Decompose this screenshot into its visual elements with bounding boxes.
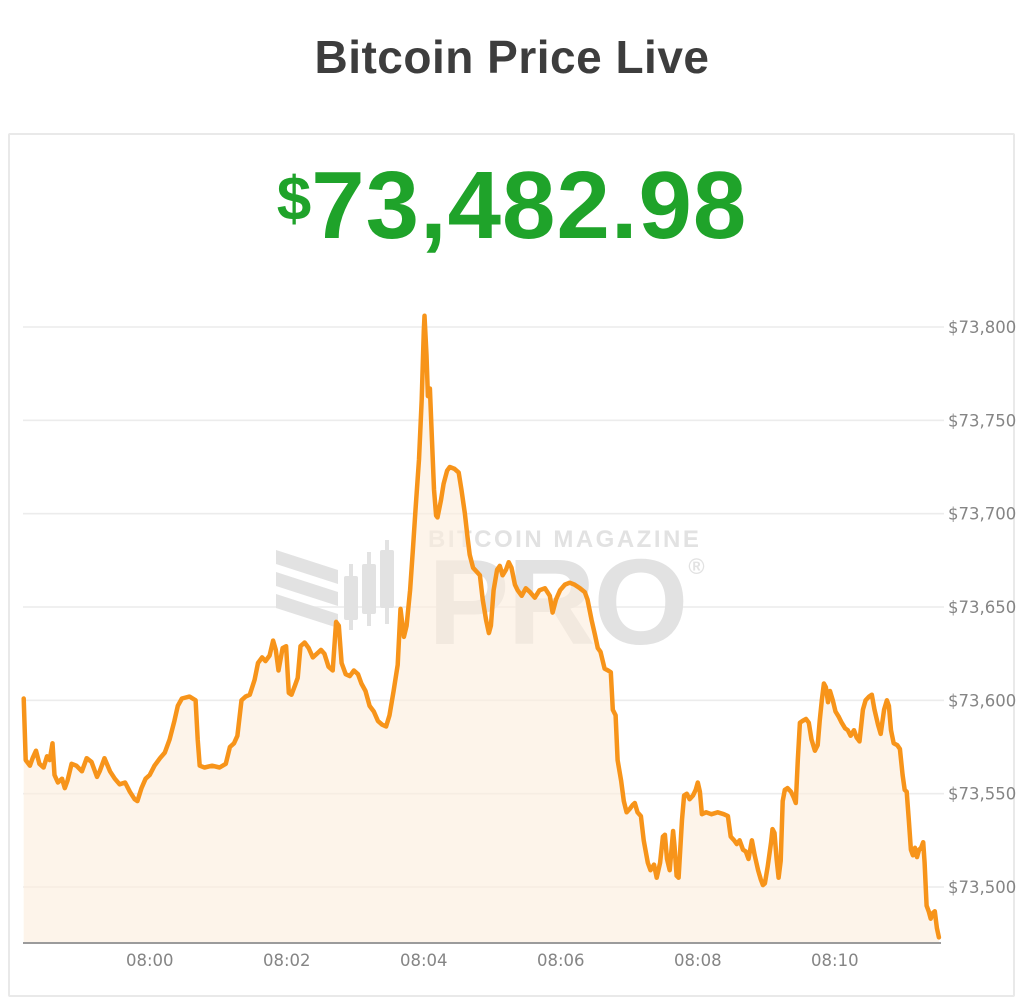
y-axis-tick-label: $73,650 <box>948 598 1016 617</box>
y-axis-tick-label: $73,700 <box>948 505 1016 524</box>
y-axis-tick-label: $73,550 <box>948 785 1016 804</box>
price-value: 73,482.98 <box>311 152 748 259</box>
watermark-brand-text: BITCOIN MAGAZINE <box>428 526 702 553</box>
x-axis-tick-label: 08:00 <box>126 951 174 970</box>
price-display: $73,482.98 <box>0 158 1024 254</box>
price-line <box>21 313 942 940</box>
y-axis-tick-label: $73,800 <box>948 318 1016 337</box>
price-currency-symbol: $ <box>276 165 312 234</box>
x-axis-tick-label: 08:06 <box>537 951 585 970</box>
bitcoin-magazine-logo-icon <box>276 540 394 631</box>
y-axis-tick-label: $73,750 <box>948 411 1016 430</box>
x-axis-tick-label: 08:02 <box>263 951 311 970</box>
x-axis-tick-label: 08:10 <box>811 951 859 970</box>
x-axis-tick-label: 08:08 <box>674 951 722 970</box>
registered-trademark-icon: ® <box>688 554 705 579</box>
x-axis-tick-label: 08:04 <box>400 951 448 970</box>
y-axis-tick-label: $73,500 <box>948 878 1016 897</box>
price-area-fill <box>23 315 939 943</box>
page-title: Bitcoin Price Live <box>314 31 710 83</box>
y-axis-tick-label: $73,600 <box>948 691 1016 710</box>
